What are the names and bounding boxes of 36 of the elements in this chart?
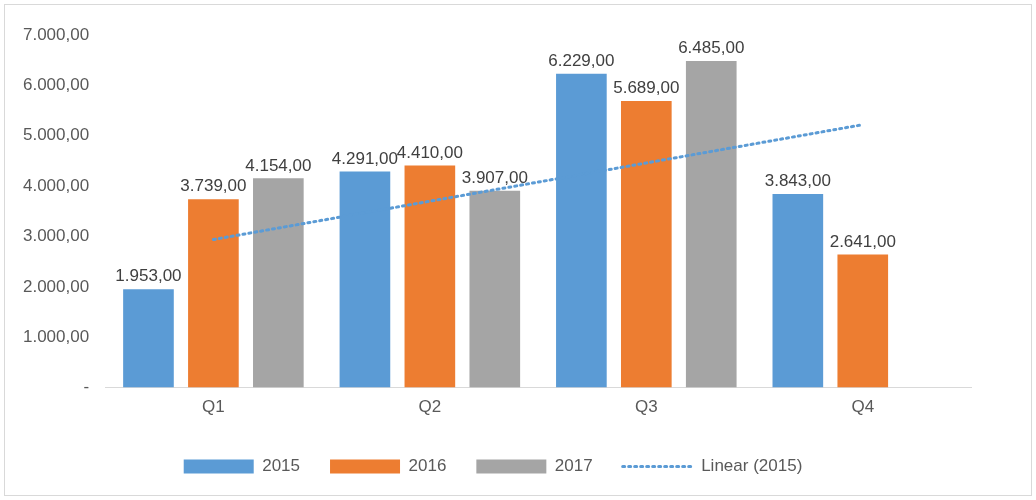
data-label: 3.843,00 <box>764 171 831 191</box>
legend-label: 2017 <box>554 456 593 476</box>
data-label: 4.410,00 <box>396 142 463 162</box>
data-label: 5.689,00 <box>613 78 680 98</box>
bar <box>772 194 824 388</box>
y-tick-label: 3.000,00 <box>22 226 90 246</box>
y-tick-label: 6.000,00 <box>22 75 90 95</box>
data-label: 4.154,00 <box>245 155 312 175</box>
data-label: 6.229,00 <box>548 51 615 71</box>
data-label: 3.907,00 <box>461 167 528 187</box>
bar <box>404 165 456 388</box>
x-tick-label: Q3 <box>634 397 658 417</box>
y-tick-label: 5.000,00 <box>22 125 90 145</box>
legend-label: Linear (2015) <box>701 456 803 476</box>
bar <box>469 190 521 388</box>
x-tick-label: Q1 <box>202 397 225 417</box>
data-label: 6.485,00 <box>678 38 745 58</box>
y-tick-label: 2.000,00 <box>22 276 90 296</box>
legend-label: 2015 <box>262 456 301 476</box>
bar <box>620 101 672 388</box>
bar <box>253 178 304 388</box>
y-tick-label: 1.000,00 <box>22 326 90 346</box>
data-label: 1.953,00 <box>115 266 182 286</box>
y-tick-label: 4.000,00 <box>22 175 90 195</box>
x-tick-label: Q4 <box>851 397 875 417</box>
bar <box>685 60 737 388</box>
legend-label: 2016 <box>408 456 447 476</box>
bar <box>188 199 239 388</box>
data-label: 2.641,00 <box>829 231 896 251</box>
bar <box>837 254 889 388</box>
y-tick-label: - <box>83 377 90 397</box>
data-label: 3.739,00 <box>180 176 247 196</box>
y-tick-label: 7.000,00 <box>22 24 90 44</box>
bar <box>123 289 174 388</box>
x-tick-label: Q2 <box>418 397 442 417</box>
data-label: 4.291,00 <box>331 148 399 168</box>
